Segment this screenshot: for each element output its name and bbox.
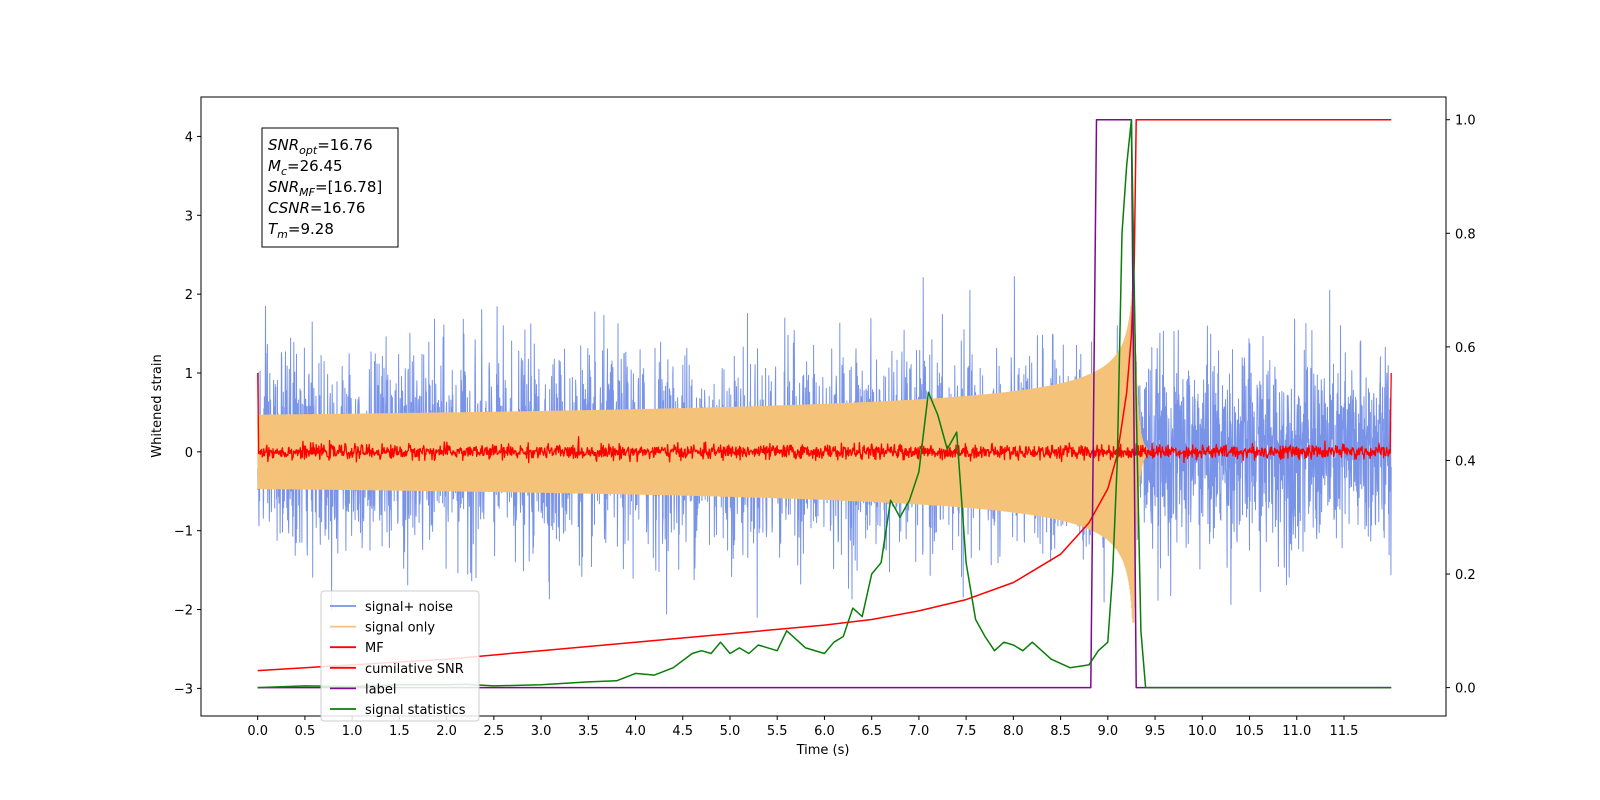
annotation-frame xyxy=(261,127,399,248)
x-axis: 0.0 0.5 1.0 1.5 2.0 2.5 3.0 3.5 4.0 4.5 5.0 5.5 6.0 6… xyxy=(247,716,1358,739)
y-tick-label: 2 xyxy=(185,288,193,303)
x-tick-label: 2.0 xyxy=(436,724,457,739)
x-axis-label: Time (s) xyxy=(796,743,850,758)
series-signal-statistics xyxy=(257,118,1392,689)
y2-tick-label: 0.2 xyxy=(1455,568,1476,583)
x-tick-label: 6.5 xyxy=(861,724,882,739)
y-axis-left: 4 3 2 1 0 −1 −2 −3 xyxy=(174,130,201,697)
y-tick-label: −1 xyxy=(174,525,193,540)
legend-label: signal statistics xyxy=(365,703,466,718)
x-tick-label: 8.0 xyxy=(1003,724,1024,739)
y-tick-label: 3 xyxy=(185,209,193,224)
y-axis-label: Whitened strain xyxy=(150,354,165,457)
x-tick-label: 2.5 xyxy=(483,724,504,739)
annotation-chirp-mass: Mc=26.45 xyxy=(268,157,343,178)
x-tick-label: 1.0 xyxy=(342,724,363,739)
x-tick-label: 10.0 xyxy=(1188,724,1217,739)
legend-label: signal only xyxy=(365,621,435,636)
x-tick-label: 0.0 xyxy=(247,724,268,739)
series-signal-only xyxy=(257,281,1151,623)
y-tick-label: −2 xyxy=(174,604,193,619)
x-tick-label: 5.0 xyxy=(720,724,741,739)
x-tick-label: 7.5 xyxy=(956,724,977,739)
x-tick-label: 10.5 xyxy=(1235,724,1264,739)
legend-label: cumilative SNR xyxy=(365,662,464,677)
legend: signal+ noise signal only MF cumilative SNR… xyxy=(320,590,480,722)
y-tick-label: 4 xyxy=(185,130,193,145)
legend-label: label xyxy=(365,682,396,697)
legend-label: signal+ noise xyxy=(365,600,453,615)
x-tick-label: 1.5 xyxy=(389,724,410,739)
annotation-merger-time: Tm=9.28 xyxy=(268,220,334,241)
x-tick-label: 3.5 xyxy=(578,724,599,739)
annotation-box: SNRopt=16.76 Mc=26.45 SNRMF=[16.78] CSNR… xyxy=(261,127,399,248)
x-tick-label: 9.0 xyxy=(1097,724,1118,739)
x-tick-label: 11.0 xyxy=(1282,724,1311,739)
x-tick-label: 7.0 xyxy=(909,724,930,739)
series-layer xyxy=(257,118,1392,689)
x-tick-label: 11.5 xyxy=(1330,724,1359,739)
x-tick-label: 4.0 xyxy=(625,724,646,739)
y2-tick-label: 0.4 xyxy=(1455,454,1476,469)
y2-tick-label: 0.6 xyxy=(1455,341,1476,356)
x-tick-label: 4.5 xyxy=(672,724,693,739)
x-tick-label: 8.5 xyxy=(1050,724,1071,739)
series-cumulative-snr xyxy=(257,118,1392,672)
y2-tick-label: 0.0 xyxy=(1455,682,1476,697)
x-tick-label: 6.0 xyxy=(814,724,835,739)
annotation-snr-mf: SNRMF=[16.78] xyxy=(268,178,382,199)
annotation-csnr: CSNR=16.76 xyxy=(268,199,365,217)
y-tick-label: 0 xyxy=(185,446,193,461)
y-tick-label: 1 xyxy=(185,367,193,382)
plot-frame xyxy=(200,96,1447,717)
series-mf xyxy=(257,372,1392,464)
annotation-snr-opt: SNRopt=16.76 xyxy=(268,136,373,157)
y-tick-label: −3 xyxy=(174,682,193,697)
legend-label: MF xyxy=(365,641,384,656)
y2-tick-label: 1.0 xyxy=(1455,114,1476,129)
x-tick-label: 9.5 xyxy=(1145,724,1166,739)
x-tick-label: 5.5 xyxy=(767,724,788,739)
y2-tick-label: 0.8 xyxy=(1455,227,1476,242)
x-tick-label: 3.0 xyxy=(531,724,552,739)
y-axis-right: 1.0 0.8 0.6 0.4 0.2 0.0 xyxy=(1446,114,1476,697)
x-tick-label: 0.5 xyxy=(295,724,316,739)
legend-frame xyxy=(320,590,480,722)
